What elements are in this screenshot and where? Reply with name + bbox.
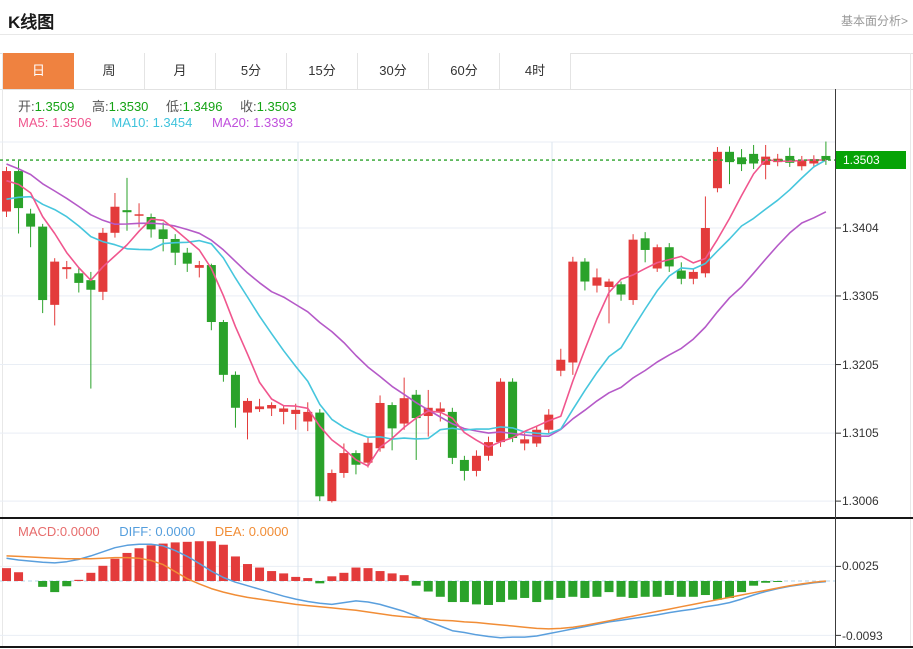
macd-axis-label: -0.0093 — [842, 629, 883, 643]
tab-4hour[interactable]: 4时 — [500, 53, 571, 89]
close-label: 收: — [240, 99, 257, 114]
price-axis-label: 1.3006 — [842, 494, 879, 508]
current-price-badge: 1.3503 — [836, 151, 906, 169]
high-value: 1.3530 — [108, 99, 149, 114]
ma10-legend: MA10: 1.3454 — [111, 115, 193, 130]
open-label: 开: — [18, 99, 35, 114]
dea-value-legend: DEA: 0.0000 — [214, 524, 289, 539]
tab-30min[interactable]: 30分 — [358, 53, 429, 89]
macd-readout: MACD:0.0000 DIFF: 0.0000 DEA: 0.0000 — [18, 524, 289, 539]
tab-day[interactable]: 日 — [3, 53, 74, 89]
tab-60min[interactable]: 60分 — [429, 53, 500, 89]
price-axis-label: 1.3404 — [842, 221, 879, 235]
header-divider — [0, 34, 913, 35]
low-value: 1.3496 — [182, 99, 223, 114]
close-value: 1.3503 — [256, 99, 297, 114]
tab-5min[interactable]: 5分 — [216, 53, 287, 89]
ma5-legend: MA5: 1.3506 — [18, 115, 92, 130]
page-title: K线图 — [8, 13, 55, 32]
bottom-axis-line — [0, 646, 913, 648]
high-label: 高: — [92, 99, 109, 114]
price-axis-label: 1.3205 — [842, 358, 879, 372]
open-value: 1.3509 — [34, 99, 75, 114]
diff-value-legend: DIFF: 0.0000 — [119, 524, 196, 539]
macd-axis-label: 0.0025 — [842, 559, 879, 573]
tab-month[interactable]: 月 — [145, 53, 216, 89]
macd-chart[interactable] — [0, 517, 913, 649]
ma-legend: MA5: 1.3506 MA10: 1.3454 MA20: 1.3393 — [18, 115, 293, 130]
tab-week[interactable]: 周 — [74, 53, 145, 89]
right-border — [910, 53, 911, 647]
period-tabbar: 日 周 月 5分 15分 30分 60分 4时 — [3, 53, 571, 89]
left-border — [2, 53, 3, 647]
ma20-legend: MA20: 1.3393 — [211, 115, 293, 130]
price-axis-label: 1.3305 — [842, 289, 879, 303]
tabbar-bottom-border — [0, 89, 913, 90]
candlestick-chart[interactable] — [0, 89, 913, 517]
macd-value-legend: MACD:0.0000 — [18, 524, 100, 539]
price-axis-label: 1.3105 — [842, 426, 879, 440]
low-label: 低: — [166, 99, 183, 114]
tab-15min[interactable]: 15分 — [287, 53, 358, 89]
fundamental-analysis-link[interactable]: 基本面分析> — [840, 14, 908, 28]
panel-divider — [0, 517, 913, 519]
price-axis-line — [835, 89, 836, 647]
ohlc-readout: 开:1.3509 高:1.3530 低:1.3496 收:1.3503 — [18, 96, 310, 115]
